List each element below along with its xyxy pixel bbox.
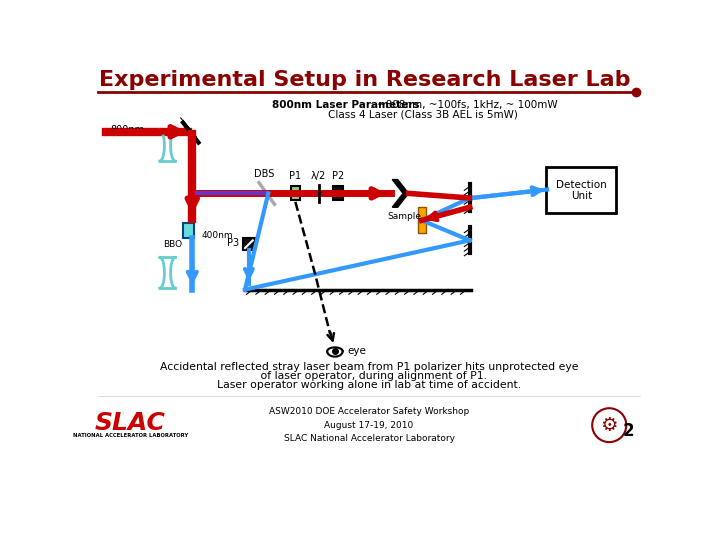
Text: SLAC: SLAC xyxy=(95,411,166,435)
Text: Sample: Sample xyxy=(387,212,422,221)
Text: NATIONAL ACCELERATOR LABORATORY: NATIONAL ACCELERATOR LABORATORY xyxy=(73,434,188,438)
FancyBboxPatch shape xyxy=(243,238,255,251)
Text: Detection
Unit: Detection Unit xyxy=(556,179,607,201)
FancyBboxPatch shape xyxy=(291,186,300,200)
Text: ASW2010 DOE Accelerator Safety Workshop
August 17-19, 2010
SLAC National Acceler: ASW2010 DOE Accelerator Safety Workshop … xyxy=(269,408,469,443)
Text: eye: eye xyxy=(347,346,366,356)
Text: P1: P1 xyxy=(289,172,302,181)
Text: ⚙: ⚙ xyxy=(600,416,618,435)
Text: 400nm: 400nm xyxy=(202,231,234,240)
Text: DBS: DBS xyxy=(254,169,274,179)
Text: Experimental Setup in Research Laser Lab: Experimental Setup in Research Laser Lab xyxy=(99,70,631,90)
Text: of laser operator, during alignment of P1.: of laser operator, during alignment of P… xyxy=(251,371,487,381)
Text: P3: P3 xyxy=(228,238,240,248)
FancyBboxPatch shape xyxy=(333,186,343,200)
FancyBboxPatch shape xyxy=(183,222,194,238)
Text: Class 4 Laser (Class 3B AEL is 5mW): Class 4 Laser (Class 3B AEL is 5mW) xyxy=(328,109,518,119)
Polygon shape xyxy=(392,179,408,207)
Text: Accidental reflected stray laser beam from P1 polarizer hits unprotected eye: Accidental reflected stray laser beam fr… xyxy=(160,362,578,372)
Text: 2: 2 xyxy=(623,422,634,440)
FancyBboxPatch shape xyxy=(546,167,616,213)
FancyBboxPatch shape xyxy=(418,207,426,233)
Text: P2: P2 xyxy=(332,172,344,181)
Text: BBO: BBO xyxy=(163,240,182,249)
Text: λ/2: λ/2 xyxy=(311,172,326,181)
Text: : ~808nm, ~100fs, 1kHz, ~ 100mW: : ~808nm, ~100fs, 1kHz, ~ 100mW xyxy=(370,100,557,110)
Text: 800nm Laser Parameters: 800nm Laser Parameters xyxy=(272,100,420,110)
Text: 800nm: 800nm xyxy=(110,125,144,135)
Circle shape xyxy=(593,408,626,442)
Text: Laser operator working alone in lab at time of accident.: Laser operator working alone in lab at t… xyxy=(217,380,521,390)
